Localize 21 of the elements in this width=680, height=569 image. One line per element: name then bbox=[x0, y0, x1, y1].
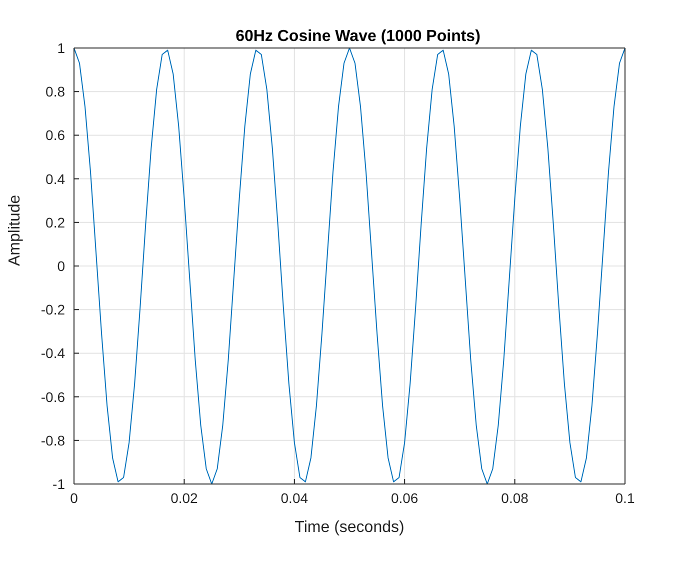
y-tick-label: 0.2 bbox=[46, 214, 66, 230]
y-axis-title: Amplitude bbox=[6, 194, 24, 266]
x-tick-label: 0 bbox=[70, 490, 78, 506]
y-tick-label: 0.6 bbox=[46, 127, 66, 144]
y-tick-label: -0.4 bbox=[40, 345, 66, 362]
y-tick-label: 0 bbox=[57, 258, 66, 274]
y-tick-label: -0.2 bbox=[40, 302, 66, 318]
line-series bbox=[74, 48, 625, 484]
y-tick-label: -1 bbox=[52, 476, 66, 492]
x-tick-label: 0.04 bbox=[280, 490, 308, 506]
chart-title: 60Hz Cosine Wave (1000 Points) bbox=[234, 28, 482, 46]
y-tick-label: 1 bbox=[57, 40, 66, 56]
y-tick-label: 0.4 bbox=[46, 170, 66, 187]
y-tick-label: -0.8 bbox=[40, 432, 66, 448]
y-tick-label: 0.8 bbox=[46, 84, 66, 100]
y-tick-label: -0.6 bbox=[40, 388, 66, 405]
x-tick-label: 0.06 bbox=[390, 490, 418, 506]
x-axis-title: Time (seconds) bbox=[294, 519, 404, 536]
x-tick-label: 0.02 bbox=[170, 490, 198, 506]
x-tick-label: 0.1 bbox=[615, 490, 635, 506]
x-tick-label: 0.08 bbox=[501, 490, 529, 506]
